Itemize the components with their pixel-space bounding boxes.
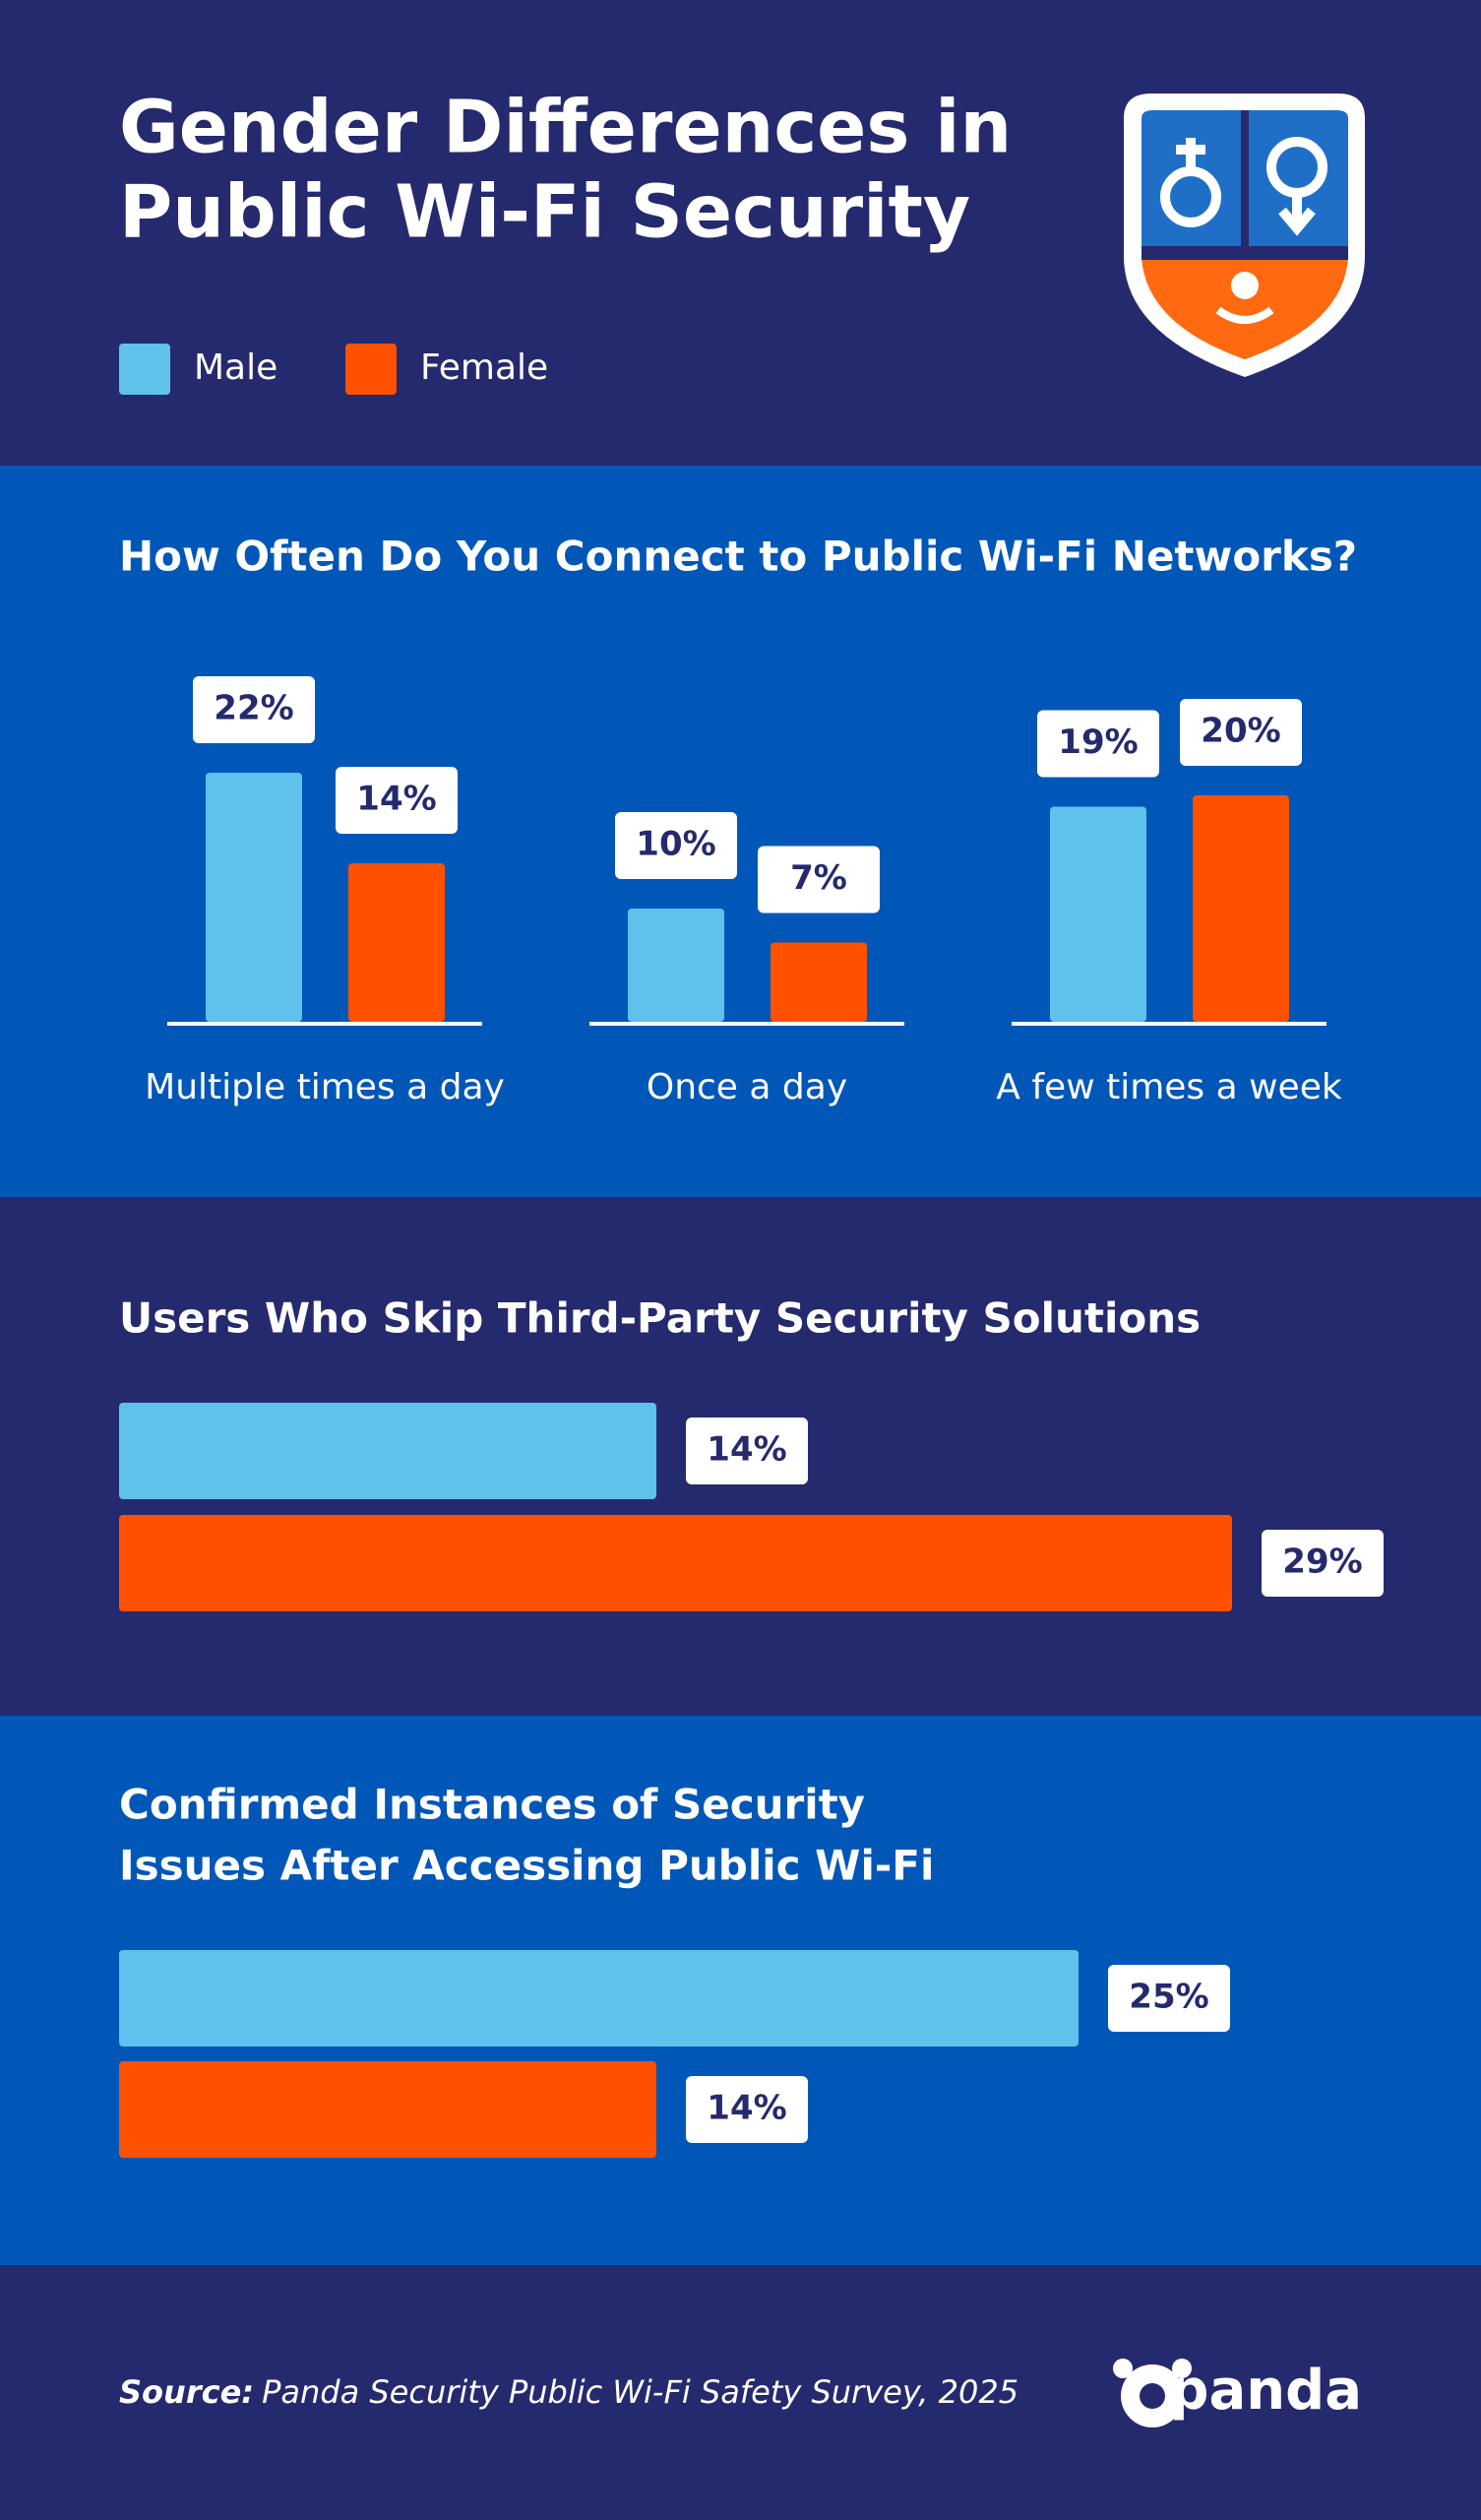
bar [348,863,445,1022]
x-category-label: Multiple times a day [145,1067,505,1107]
value-label-box [758,846,880,914]
value-label-box [686,1418,808,1484]
legend-swatch [119,344,170,395]
value-label-box [1037,710,1159,778]
bar [119,2061,656,2158]
legend-label: Female [420,347,548,388]
x-category-label: A few times a week [996,1067,1342,1107]
bar [1050,806,1146,1022]
page-title: Public Wi-Fi Security [119,170,970,255]
legend-swatch [345,344,397,395]
chart-title: How Often Do You Connect to Public Wi-Fi… [119,533,1357,581]
value-label-box [336,767,458,834]
value-label: 14% [707,2089,786,2128]
bar [1193,795,1289,1022]
value-label-box [615,812,737,879]
legend-label: Male [194,347,278,388]
value-label-box [1180,699,1302,766]
value-label-box [686,2076,808,2143]
x-category-label: Once a day [647,1067,847,1107]
value-label-box [1262,1530,1384,1597]
bar [119,1515,1232,1611]
chart-title: Users Who Skip Third-Party Security Solu… [119,1294,1201,1343]
value-label: 19% [1058,723,1138,762]
bar [119,1950,1079,2047]
source-body: Panda Security Public Wi-Fi Safety Surve… [262,2373,1018,2411]
value-label: 10% [636,825,715,864]
shield-icon [1124,94,1365,377]
value-label: 14% [356,780,436,819]
value-label-box [193,676,315,743]
value-label: 29% [1282,1543,1362,1582]
page-title: Gender Differences in [119,86,1012,170]
bar [119,1403,656,1499]
chart-title: Confirmed Instances of Security [119,1781,865,1829]
logo: panda [1113,2359,1362,2427]
value-label: 7% [790,858,847,898]
source: Source: Panda Security Public Wi-Fi Safet… [119,2373,1018,2411]
value-label-box [1108,1965,1230,2032]
bar [771,942,867,1022]
chart-title: Issues After Accessing Public Wi-Fi [119,1842,934,1890]
bar [628,909,724,1022]
value-label: 20% [1201,712,1280,751]
source-text: Source: Panda Security Public Wi-Fi Safet… [119,2373,1018,2411]
bar [206,773,302,1022]
logo-text: panda [1169,2359,1362,2423]
value-label: 22% [214,689,293,728]
footer-band [0,2265,1481,2520]
value-label: 25% [1129,1978,1208,2017]
source-label: Source: [119,2373,254,2411]
value-label: 14% [707,1430,786,1470]
